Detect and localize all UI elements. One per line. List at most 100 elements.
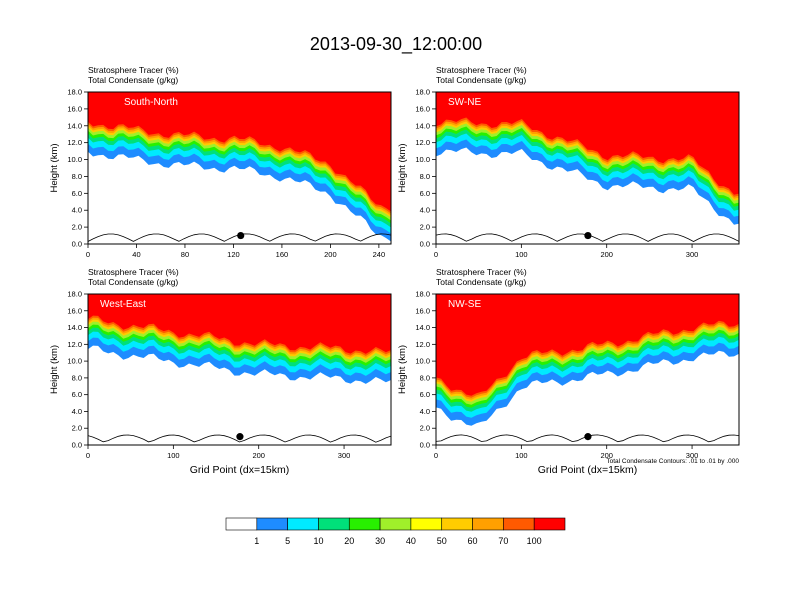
y-tick-label: 4.0 [420,206,430,215]
colorbar-swatch [287,517,319,531]
tracer-band-10 [436,294,739,396]
x-tick-label: 200 [600,451,613,460]
x-tick-label: 300 [686,250,699,259]
colorbar-swatch [533,517,566,531]
x-tick-label: 100 [167,451,180,460]
field-label-condensate: Total Condensate (g/kg) [436,75,526,85]
panel-name: NW-SE [448,299,481,310]
colorbar: 1 5 10 20 30 40 50 60 70 100 [225,517,566,546]
x-tick-label: 0 [86,250,90,259]
y-tick-label: 10.0 [415,357,430,366]
y-tick-label: 4.0 [72,206,82,215]
colorbar-swatch [225,517,258,531]
y-tick-label: 14.0 [415,323,430,332]
y-tick-label: 12.0 [415,138,430,147]
x-tick-label: 160 [276,250,289,259]
center-dot [584,231,592,240]
y-tick-label: 6.0 [420,390,430,399]
x-tick-label: 200 [252,451,265,460]
x-tick-label: 200 [600,250,613,259]
y-tick-label: 0.0 [72,441,82,450]
x-tick-label: 240 [373,250,386,259]
y-tick-label: 12.0 [415,340,430,349]
x-axis-label: Grid Point (dx=15km) [190,464,290,476]
y-tick-label: 12.0 [67,340,82,349]
colorbar-label: 50 [437,536,447,546]
field-label-tracer: Stratosphere Tracer (%) [436,267,527,277]
panel-name: South-North [124,97,178,108]
x-tick-label: 200 [324,250,337,259]
plot-frame [87,91,392,245]
colorbar-swatch [256,517,288,531]
colorbar-swatch [503,517,535,531]
y-tick-label: 14.0 [67,323,82,332]
y-tick-label: 16.0 [415,104,430,113]
panel-name: West-East [100,299,146,310]
panel-west-east: 0.0 2.0 4.0 6.0 8.0 10.0 12.0 14.0 16.0 18.0 0 100 2… [49,267,392,476]
plot-area [436,92,739,244]
y-tick-label: 14.0 [415,121,430,130]
center-dot [237,231,245,240]
colorbar-label: 1 [254,536,259,546]
colorbar-swatch [410,517,443,531]
plot-frame [435,293,740,446]
x-axis-label: Grid Point (dx=15km) [538,464,638,476]
x-tick-label: 100 [515,250,528,259]
y-tick-label: 6.0 [72,189,82,198]
colorbar-label: 20 [344,536,354,546]
x-tick-label: 80 [181,250,189,259]
field-label-condensate: Total Condensate (g/kg) [436,277,526,287]
y-tick-label: 16.0 [67,104,82,113]
colorbar-label: 60 [468,536,478,546]
y-tick-label: 0.0 [72,240,82,249]
plot-frame [435,91,740,245]
colorbar-swatch [472,517,504,531]
y-tick-label: 12.0 [67,138,82,147]
center-dot [236,433,244,441]
field-label-tracer: Stratosphere Tracer (%) [88,267,179,277]
panel-sw-ne: 0.0 2.0 4.0 6.0 8.0 10.0 12.0 14.0 16.0 18.0 0 100 2… [397,65,740,259]
y-axis-label: Height (km) [397,345,408,394]
tracer-band-10 [88,294,391,354]
x-tick-label: 40 [132,250,140,259]
panel-name: SW-NE [448,97,481,108]
colorbar-swatch [441,517,473,531]
y-tick-label: 2.0 [72,223,82,232]
x-tick-label: 300 [338,451,351,460]
colorbar-label: 10 [313,536,323,546]
y-tick-label: 14.0 [67,121,82,130]
y-tick-label: 16.0 [415,306,430,315]
y-tick-label: 10.0 [67,155,82,164]
field-label-tracer: Stratosphere Tracer (%) [88,65,179,75]
colorbar-swatch [379,517,412,531]
y-tick-label: 2.0 [420,223,430,232]
y-tick-label: 18.0 [415,88,430,97]
y-tick-label: 2.0 [420,424,430,433]
x-tick-label: 0 [434,250,438,259]
center-dot [584,433,592,441]
panel-south-north: 0.0 2.0 4.0 6.0 8.0 10.0 12.0 14.0 16.0 18.0 0 40 80… [49,65,392,259]
y-tick-label: 8.0 [72,172,82,181]
y-tick-label: 4.0 [72,407,82,416]
colorbar-label: 5 [285,536,290,546]
terrain-line [88,434,391,443]
plot-frame [87,293,392,446]
y-tick-label: 8.0 [72,373,82,382]
y-tick-label: 0.0 [420,240,430,249]
colorbar-label: 70 [498,536,508,546]
x-tick-label: 0 [86,451,90,460]
y-tick-label: 0.0 [420,441,430,450]
field-label-condensate: Total Condensate (g/kg) [88,75,178,85]
y-tick-label: 6.0 [72,390,82,399]
colorbar-swatch [318,517,350,531]
y-axis-label: Height (km) [49,143,60,192]
panel-nw-se: 0.0 2.0 4.0 6.0 8.0 10.0 12.0 14.0 16.0 18.0 0 100 2… [397,267,740,476]
colorbar-label: 40 [406,536,416,546]
condensate-contour-note: Total Condensate Contours: .01 to .01 by… [606,458,739,465]
plot-area [436,294,739,445]
colorbar-label: 30 [375,536,385,546]
tracer-band-10 [88,92,391,212]
y-tick-label: 6.0 [420,189,430,198]
y-tick-label: 4.0 [420,407,430,416]
